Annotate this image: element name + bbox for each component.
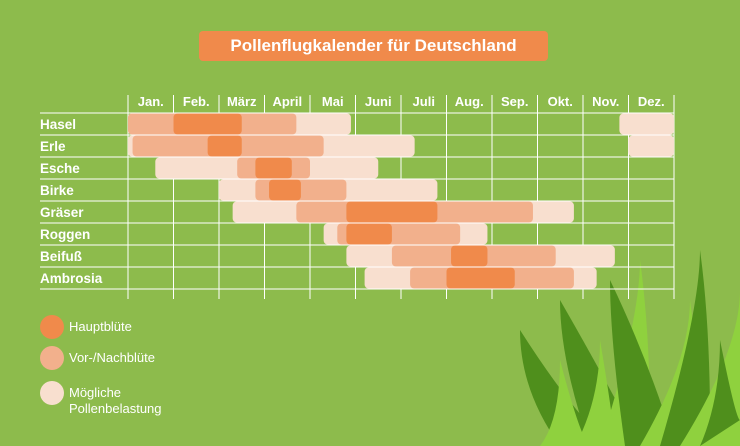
- plant-label: Gräser: [40, 205, 84, 220]
- legend-label-vor-nachbluete: Vor-/Nachblüte: [69, 350, 155, 365]
- title-banner: Pollenflugkalender für Deutschland: [199, 31, 548, 61]
- plant-label: Ambrosia: [40, 271, 103, 286]
- bar-main-bloom: [255, 157, 292, 179]
- bar-main-bloom: [269, 179, 301, 201]
- month-label: Okt.: [548, 94, 573, 109]
- month-label: März: [227, 94, 257, 109]
- plant-label: Hasel: [40, 117, 76, 132]
- plant-label: Beifuß: [40, 249, 82, 264]
- month-label: Juni: [365, 94, 392, 109]
- plant-label: Erle: [40, 139, 66, 154]
- grass-blade: [575, 340, 615, 446]
- grass-blade: [700, 340, 740, 446]
- month-label: Juli: [413, 94, 435, 109]
- month-label: April: [272, 94, 302, 109]
- plant-labels: Hasel Erle Esche Birke Gräser Roggen Beifuß Amb…: [40, 117, 103, 286]
- month-label: Feb.: [183, 94, 210, 109]
- legend-item-vor-nachbluete: Vor-/Nachblüte: [40, 346, 155, 370]
- plant-label: Birke: [40, 183, 74, 198]
- bar-main-bloom: [346, 223, 392, 245]
- month-label: Aug.: [455, 94, 484, 109]
- bar-main-bloom: [173, 113, 242, 135]
- plant-label: Esche: [40, 161, 80, 176]
- month-label: Dez.: [638, 94, 665, 109]
- bar-main-bloom: [346, 201, 438, 223]
- month-label: Jan.: [138, 94, 164, 109]
- legend-dot-moegliche-pollenbelastung: [40, 381, 64, 405]
- bar-possible-load: [628, 135, 674, 157]
- bar-main-bloom: [207, 135, 242, 157]
- legend-label-moegliche-pollenbelastung: Mögliche Pollenbelastung: [69, 385, 162, 416]
- legend-item-hauptbluete: Hauptblüte: [40, 315, 132, 339]
- month-label: Sep.: [501, 94, 528, 109]
- bar-possible-load: [619, 113, 674, 135]
- month-label: Nov.: [592, 94, 619, 109]
- grass-blade: [540, 360, 590, 446]
- legend-label-hauptbluete: Hauptblüte: [69, 319, 132, 334]
- chart-bars: [128, 113, 674, 289]
- month-label: Mai: [322, 94, 344, 109]
- bar-main-bloom: [446, 267, 515, 289]
- legend-item-moegliche-pollenbelastung: Mögliche Pollenbelastung: [40, 381, 162, 417]
- grass-blade: [610, 280, 675, 446]
- grass-blade: [520, 330, 610, 446]
- plant-label: Roggen: [40, 227, 90, 242]
- bar-main-bloom: [451, 245, 488, 267]
- chart-title: Pollenflugkalender für Deutschland: [230, 36, 517, 55]
- legend-dot-vor-nachbluete: [40, 346, 64, 370]
- month-labels: Jan. Feb. März April Mai Juni Juli Aug. Sep. Okt.…: [138, 94, 665, 109]
- grass-blade: [660, 250, 711, 446]
- legend-dot-hauptbluete: [40, 315, 64, 339]
- grass-decoration: [520, 250, 740, 446]
